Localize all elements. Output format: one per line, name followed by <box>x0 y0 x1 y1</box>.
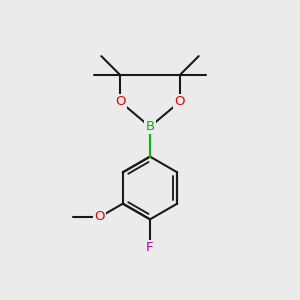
Text: O: O <box>175 95 185 108</box>
Text: O: O <box>115 95 125 108</box>
Text: O: O <box>94 211 105 224</box>
Text: F: F <box>146 241 154 254</box>
Text: B: B <box>146 120 154 133</box>
